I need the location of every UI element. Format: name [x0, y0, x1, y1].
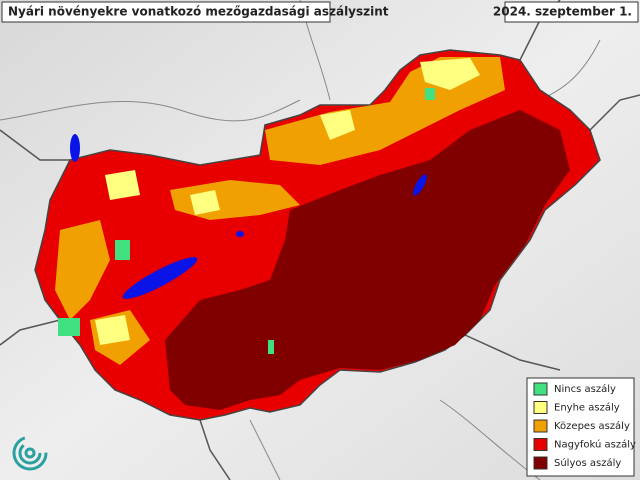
logo: [12, 435, 48, 471]
title: Nyári növényekre vonatkozó mezőgazdasági…: [8, 5, 389, 19]
severe-region: [165, 110, 570, 410]
mild-region: [95, 58, 480, 345]
legend-label: Nagyfokú aszály: [554, 439, 636, 451]
legend: Nincs aszály Enyhe aszály Közepes aszály Na…: [533, 382, 636, 470]
title-box: [1, 1, 331, 23]
legend-swatch: [533, 456, 548, 470]
legend-swatch: [533, 438, 548, 451]
legend-label: Enyhe aszály: [554, 402, 620, 414]
legend-label: Nincs aszály: [554, 383, 616, 395]
date-box: [504, 1, 639, 23]
legend-swatch: [533, 401, 548, 414]
legend-label: Közepes aszály: [554, 420, 630, 432]
date: 2024. szeptember 1.: [493, 5, 632, 19]
legend-label: Súlyos aszály: [554, 457, 621, 469]
lakes: [70, 134, 427, 299]
no-drought-region: [58, 88, 435, 354]
legend-swatch: [533, 419, 548, 433]
legend-swatch: [533, 382, 548, 396]
